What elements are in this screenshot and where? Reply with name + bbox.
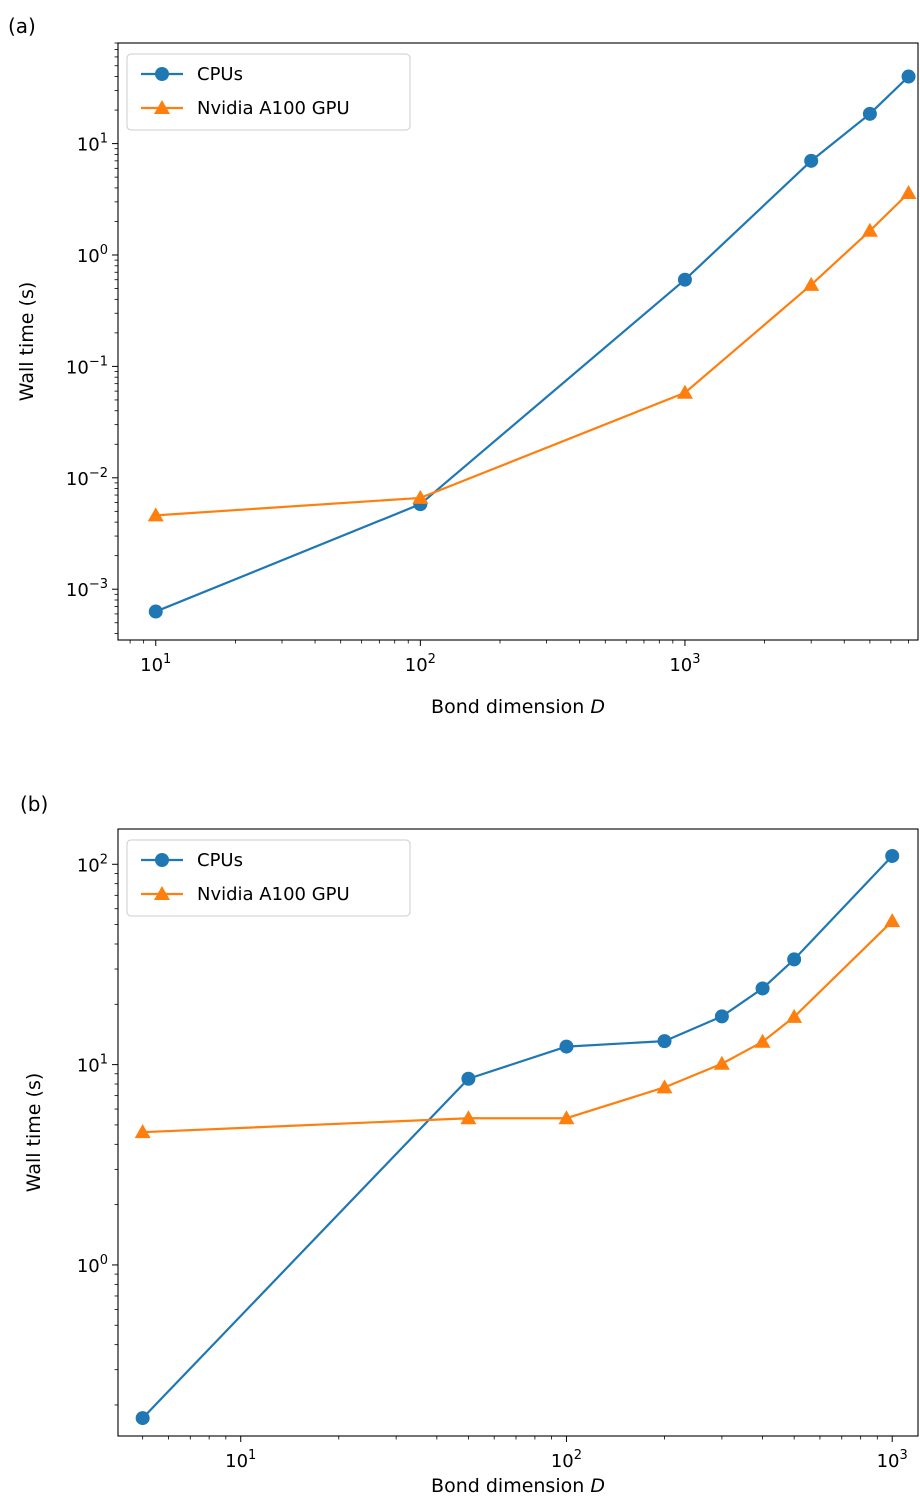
y-axis-label: Wall time (s) [23,1073,45,1193]
data-point-gpu [754,1033,771,1048]
data-point-cpus [135,1411,150,1426]
data-point-gpu [884,913,901,928]
data-point-gpu [713,1055,730,1070]
y-tick-label: 10−2 [66,466,108,490]
panel-a: (a) 101 102 103 10−3 10−2 10−1 100 101 Bond dimen… [8,14,919,718]
data-point-cpus [714,1009,729,1024]
data-point-cpus [901,69,916,84]
data-point-gpu [861,222,878,237]
data-point-cpus [787,952,802,967]
data-point-cpus [755,981,770,996]
x-tick-label: 103 [877,1448,908,1472]
y-tick-label: 102 [77,852,108,876]
y-tick-label: 10−1 [66,354,108,378]
x-tick-label: 101 [225,1448,256,1472]
panel-label: (a) [8,14,36,38]
data-point-gpu [147,507,164,522]
legend-marker [154,100,170,114]
x-tick-label: 102 [551,1448,582,1472]
data-point-cpus [862,106,877,121]
panel-label: (b) [20,792,48,816]
y-tick-label: 10−3 [66,577,108,601]
legend-entry-label: Nvidia A100 GPU [197,884,350,905]
legend-entry-label: CPUs [197,64,243,85]
data-point-gpu [460,1110,477,1125]
y-axis-label: Wall time (s) [16,282,38,402]
y-tick-label: 101 [77,132,108,156]
series-line-cpus [141,855,894,1419]
legend-marker [155,67,169,81]
plot-area [147,69,917,619]
y-tick-label: 100 [77,1253,108,1277]
series-line-cpus [155,75,910,613]
data-point-gpu [134,1124,151,1139]
x-tick-label: 101 [140,652,171,676]
series-line-gpu [142,920,893,1134]
x-tick-label: 102 [405,652,436,676]
series-line-gpu [155,192,910,517]
legend-marker [154,886,170,900]
data-point-cpus [657,1034,672,1049]
data-point-cpus [559,1039,574,1054]
x-axis-label: Bond dimension D [431,696,605,718]
data-point-gpu [558,1110,575,1125]
y-tick-label: 101 [77,1053,108,1077]
data-point-cpus [677,272,692,287]
axes-frame [117,828,919,1437]
data-point-gpu [900,185,917,200]
data-point-gpu [656,1079,673,1094]
plot-area [134,848,901,1426]
legend-entry-label: CPUs [197,850,243,871]
panel-b: (b) 101 102 103 100 101 102 Bond dimension D Wal… [20,792,919,1497]
legend-box [126,839,411,917]
data-point-cpus [461,1071,476,1086]
data-point-cpus [804,153,819,168]
x-tick-label: 103 [669,652,700,676]
x-axis-label: Bond dimension D [431,1475,605,1497]
axes-frame [117,42,919,641]
legend: CPUs Nvidia A100 GPU [126,839,411,917]
data-point-gpu [803,276,820,291]
y-tick-label: 100 [77,243,108,267]
data-point-gpu [676,384,693,399]
data-point-cpus [885,848,900,863]
data-point-cpus [148,604,163,619]
data-point-gpu [786,1008,803,1023]
legend: CPUs Nvidia A100 GPU [126,53,411,131]
legend-marker [155,853,169,867]
legend-entry-label: Nvidia A100 GPU [197,98,350,119]
legend-box [126,53,411,131]
data-point-gpu [412,489,429,504]
